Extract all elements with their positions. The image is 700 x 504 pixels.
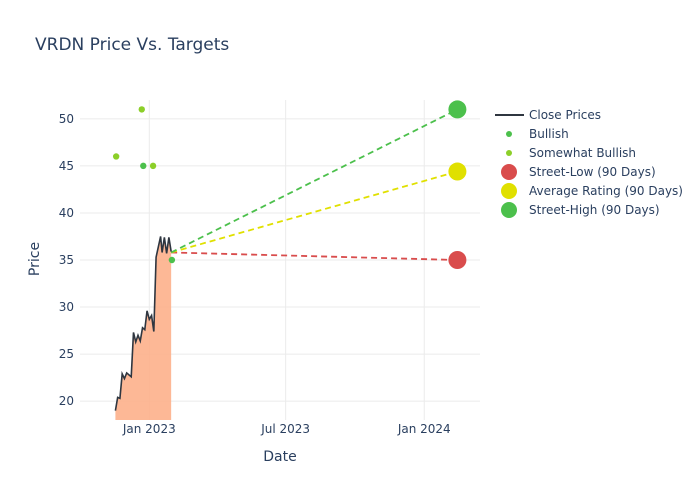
legend-item-somewhat-bullish[interactable]: Somewhat Bullish [506, 146, 636, 160]
close-price-area [115, 236, 172, 420]
tick-labels-layer: 20 25 30 35 40 45 50 Jan 2023 Jul 2023 Jan 2024 [59, 112, 451, 436]
legend: Close Prices Bullish Somewhat Bullish Stree… [495, 108, 683, 218]
y-tick-label: 45 [59, 159, 74, 173]
average-rating-target-marker [448, 162, 467, 181]
chart-title: VRDN Price Vs. Targets [35, 35, 229, 55]
y-tick-label: 25 [59, 347, 74, 361]
legend-item-close-prices[interactable]: Close Prices [495, 108, 601, 122]
legend-label: Somewhat Bullish [529, 146, 636, 160]
legend-label: Close Prices [529, 108, 601, 122]
y-tick-label: 35 [59, 253, 74, 267]
legend-item-street-high[interactable]: Street-High (90 Days) [501, 202, 660, 218]
legend-item-average-rating[interactable]: Average Rating (90 Days) [501, 183, 683, 199]
bullish-rating-point [168, 256, 176, 264]
legend-swatch [506, 131, 512, 137]
legend-item-bullish[interactable]: Bullish [506, 127, 569, 141]
y-tick-label: 20 [59, 394, 74, 408]
legend-swatch [501, 183, 517, 199]
legend-label: Bullish [529, 127, 569, 141]
target-lines-layer [170, 108, 458, 261]
close-line-layer [114, 236, 172, 411]
x-tick-label: Jan 2024 [397, 422, 451, 436]
x-axis-title: Date [263, 449, 296, 465]
legend-swatch [506, 150, 512, 156]
somewhat-bullish-rating-point [138, 106, 145, 113]
markers-layer [112, 100, 467, 269]
legend-swatch [501, 164, 517, 180]
street-low-target-line [171, 251, 458, 261]
legend-label: Street-Low (90 Days) [529, 165, 656, 179]
street-low-target-marker [448, 251, 467, 269]
street-high-target-line [170, 108, 458, 254]
close-price-line [114, 236, 172, 411]
x-tick-label: Jul 2023 [260, 422, 310, 436]
legend-item-street-low[interactable]: Street-Low (90 Days) [501, 164, 656, 180]
somewhat-bullish-rating-point [149, 162, 157, 170]
y-axis-title: Price [27, 242, 43, 276]
legend-label: Street-High (90 Days) [529, 203, 660, 217]
bullish-rating-point [140, 162, 147, 170]
y-tick-label: 40 [59, 206, 74, 220]
legend-swatch [501, 202, 517, 218]
street-high-target-marker [448, 100, 467, 119]
area-layer [115, 236, 172, 420]
x-tick-label: Jan 2023 [122, 422, 176, 436]
somewhat-bullish-rating-point [112, 153, 120, 160]
y-tick-label: 50 [59, 112, 74, 126]
y-tick-label: 30 [59, 300, 74, 314]
legend-label: Average Rating (90 Days) [529, 184, 683, 198]
